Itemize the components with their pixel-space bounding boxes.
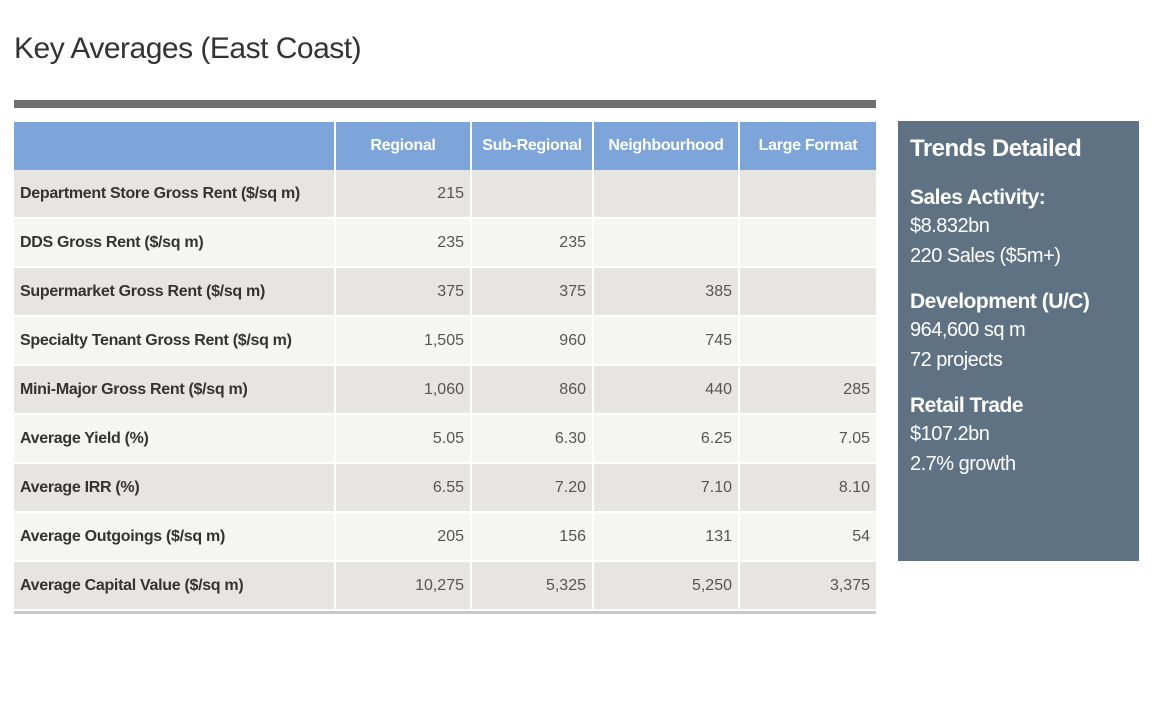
cell-neighbourhood: 131 [594,513,740,562]
row-label: Average Capital Value ($/sq m) [14,562,336,611]
cell-regional: 1,060 [336,366,472,415]
section-line: 964,600 sq m [910,319,1026,341]
cell-sub-regional: 6.30 [472,415,594,464]
retail-trade-section: Retail Trade $107.2bn 2.7% growth [910,393,1127,479]
cell-neighbourhood: 385 [594,268,740,317]
cell-sub-regional [472,170,594,219]
column-header-neighbourhood: Neighbourhood [594,122,740,170]
table-row: Specialty Tenant Gross Rent ($/sq m) 1,50… [14,317,876,366]
cell-sub-regional: 960 [472,317,594,366]
table-body: Department Store Gross Rent ($/sq m) 215 D… [14,170,876,611]
section-heading: Retail Trade [910,394,1024,417]
table-row: DDS Gross Rent ($/sq m) 235 235 [14,219,876,268]
cell-large-format: 8.10 [740,464,876,513]
cell-regional: 205 [336,513,472,562]
row-label: Average IRR (%) [14,464,336,513]
cell-large-format: 7.05 [740,415,876,464]
row-label: DDS Gross Rent ($/sq m) [14,219,336,268]
cell-neighbourhood [594,219,740,268]
column-header-sub-regional: Sub-Regional [472,122,594,170]
cell-regional: 10,275 [336,562,472,611]
table-row: Average IRR (%) 6.55 7.20 7.10 8.10 [14,464,876,513]
cell-sub-regional: 235 [472,219,594,268]
table-row: Average Outgoings ($/sq m) 205 156 131 54 [14,513,876,562]
cell-neighbourhood: 5,250 [594,562,740,611]
section-line: 220 Sales ($5m+) [910,245,1061,267]
cell-regional: 235 [336,219,472,268]
row-label: Mini-Major Gross Rent ($/sq m) [14,366,336,415]
column-header-blank [14,122,336,170]
sales-activity-section: Sales Activity: $8.832bn 220 Sales ($5m+… [910,185,1127,271]
cell-neighbourhood: 440 [594,366,740,415]
cell-neighbourhood [594,170,740,219]
section-heading: Sales Activity: [910,186,1046,209]
trends-panel: Trends Detailed Sales Activity: $8.832bn… [898,121,1139,561]
row-label: Department Store Gross Rent ($/sq m) [14,170,336,219]
cell-regional: 1,505 [336,317,472,366]
row-label: Specialty Tenant Gross Rent ($/sq m) [14,317,336,366]
table-row: Supermarket Gross Rent ($/sq m) 375 375 385 [14,268,876,317]
cell-large-format [740,170,876,219]
column-header-regional: Regional [336,122,472,170]
section-line: 2.7% growth [910,453,1016,475]
cell-sub-regional: 375 [472,268,594,317]
trends-panel-title: Trends Detailed [910,135,1082,162]
cell-regional: 5.05 [336,415,472,464]
table-header-row: Regional Sub-Regional Neighbourhood Larg… [14,122,876,170]
cell-neighbourhood: 7.10 [594,464,740,513]
section-heading: Development (U/C) [910,290,1090,313]
row-label: Supermarket Gross Rent ($/sq m) [14,268,336,317]
cell-neighbourhood: 6.25 [594,415,740,464]
cell-large-format [740,268,876,317]
cell-sub-regional: 5,325 [472,562,594,611]
section-line: $107.2bn [910,423,990,445]
section-line: 72 projects [910,349,1003,371]
row-label: Average Outgoings ($/sq m) [14,513,336,562]
cell-large-format [740,219,876,268]
row-label: Average Yield (%) [14,415,336,464]
cell-neighbourhood: 745 [594,317,740,366]
table-row: Average Yield (%) 5.05 6.30 6.25 7.05 [14,415,876,464]
cell-regional: 375 [336,268,472,317]
cell-sub-regional: 7.20 [472,464,594,513]
key-averages-table: Regional Sub-Regional Neighbourhood Larg… [14,122,876,614]
cell-regional: 215 [336,170,472,219]
cell-sub-regional: 860 [472,366,594,415]
section-line: $8.832bn [910,215,990,237]
page-title: Key Averages (East Coast) [14,32,362,65]
cell-large-format: 54 [740,513,876,562]
cell-sub-regional: 156 [472,513,594,562]
table-row: Mini-Major Gross Rent ($/sq m) 1,060 860 44… [14,366,876,415]
table-row: Average Capital Value ($/sq m) 10,275 5,32… [14,562,876,611]
title-divider [14,100,876,108]
table-row: Department Store Gross Rent ($/sq m) 215 [14,170,876,219]
cell-large-format: 285 [740,366,876,415]
cell-regional: 6.55 [336,464,472,513]
column-header-large-format: Large Format [740,122,876,170]
cell-large-format: 3,375 [740,562,876,611]
development-section: Development (U/C) 964,600 sq m 72 projec… [910,289,1127,375]
cell-large-format [740,317,876,366]
